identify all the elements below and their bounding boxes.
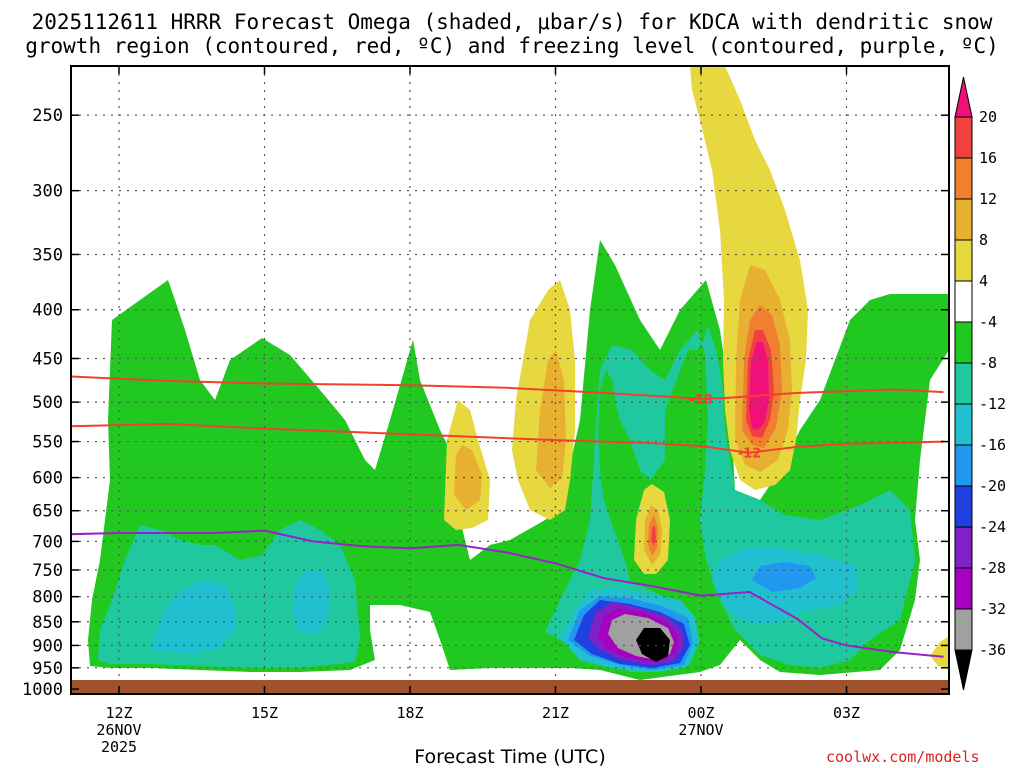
gridlines [71, 66, 949, 694]
contour-lines: -18 -12 [71, 375, 944, 658]
omega-region-plus4-e [930, 636, 949, 668]
y-tick-label: 900 [32, 636, 63, 656]
y-tick-label: 750 [32, 561, 63, 581]
colorbar-swatch [954, 239, 973, 282]
colorbar-label: -20 [979, 477, 1006, 495]
colorbar-label: -12 [979, 395, 1006, 413]
contour-label: -18 [689, 393, 713, 408]
x-tick-date: 26NOV [96, 721, 141, 739]
colorbar-swatch [954, 485, 973, 528]
colorbar-label: 8 [979, 231, 988, 249]
colorbar-swatch [954, 567, 973, 610]
colorbar-top-arrow [954, 76, 973, 118]
colorbar-label: 16 [979, 149, 997, 167]
x-tick-label: 21Z [542, 704, 569, 722]
y-tick-label: 250 [32, 106, 63, 126]
colorbar-label: -8 [979, 354, 997, 372]
x-tick-year: 2025 [101, 738, 137, 756]
credit-text: coolwx.com/models [826, 748, 980, 766]
colorbar-swatch [954, 280, 973, 323]
y-tick-label: 300 [32, 182, 63, 202]
x-tick-label: 12Z [105, 704, 132, 722]
plot-frame [70, 65, 950, 695]
colorbar-swatch [954, 321, 973, 364]
omega-region-plus20-d [749, 342, 769, 430]
y-tick-label: 1000 [22, 680, 63, 700]
y-tick-label: 950 [32, 659, 63, 679]
colorbar-label: -32 [979, 600, 1006, 618]
colorbar-bottom-arrow [954, 649, 973, 691]
contour-line [71, 375, 944, 400]
y-tick-label: 600 [32, 469, 63, 489]
colorbar-label: -16 [979, 436, 1006, 454]
colorbar-swatch [954, 526, 973, 569]
colorbar-swatch [954, 444, 973, 487]
colorbar-label: -4 [979, 313, 997, 331]
omega-region-plus8-b [536, 350, 566, 488]
omega-shading [88, 66, 949, 680]
y-tick-label: 650 [32, 502, 63, 522]
omega-region-plus8-a [454, 445, 482, 510]
omega-colorbar: 20 16 12 8 4 -4 -8 -12 -16 -20 -24 -28 -32 -36 [954, 76, 1006, 691]
ground-strip [71, 680, 949, 694]
omega-region-minus12 [150, 580, 235, 654]
y-tick-label: 500 [32, 393, 63, 413]
x-tick-date: 27NOV [678, 721, 723, 739]
colorbar-label: 4 [979, 272, 988, 290]
colorbar-swatch [954, 362, 973, 405]
y-tick-label: 350 [32, 245, 63, 265]
colorbar-swatch [954, 403, 973, 446]
y-tick-label: 700 [32, 532, 63, 552]
x-axis-title: Forecast Time (UTC) [414, 746, 606, 768]
colorbar-label: -36 [979, 641, 1006, 659]
x-tick-label: 15Z [251, 704, 278, 722]
colorbar-label: -24 [979, 518, 1006, 536]
chart-title-line-2: growth region (contoured, red, ºC) and f… [25, 34, 999, 58]
x-tick-label: 18Z [396, 704, 423, 722]
contour-label: -12 [738, 447, 762, 462]
y-tick-label: 450 [32, 350, 63, 370]
y-tick-label: 850 [32, 613, 63, 633]
colorbar-label: -28 [979, 559, 1006, 577]
y-tick-label: 400 [32, 301, 63, 321]
omega-region-minus12-b [292, 570, 330, 635]
colorbar-swatch [954, 116, 973, 159]
y-tick-label: 550 [32, 433, 63, 453]
contour-line [71, 529, 944, 658]
y-axis: 250 300 350 400 450 500 550 600 650 700 750 800 850 9… [22, 106, 949, 700]
x-tick-label: 03Z [833, 704, 860, 722]
contour-line [71, 422, 944, 454]
colorbar-swatch [954, 608, 973, 651]
colorbar-swatch [954, 198, 973, 241]
x-tick-label: 00Z [687, 704, 714, 722]
y-tick-label: 800 [32, 588, 63, 608]
colorbar-label: 20 [979, 108, 997, 126]
colorbar-label: 12 [979, 190, 997, 208]
omega-region-minus36 [636, 628, 670, 662]
chart-title-line-1: 2025112611 HRRR Forecast Omega (shaded, … [31, 10, 993, 34]
colorbar-swatch [954, 157, 973, 200]
omega-region-plus16-c [651, 525, 656, 546]
